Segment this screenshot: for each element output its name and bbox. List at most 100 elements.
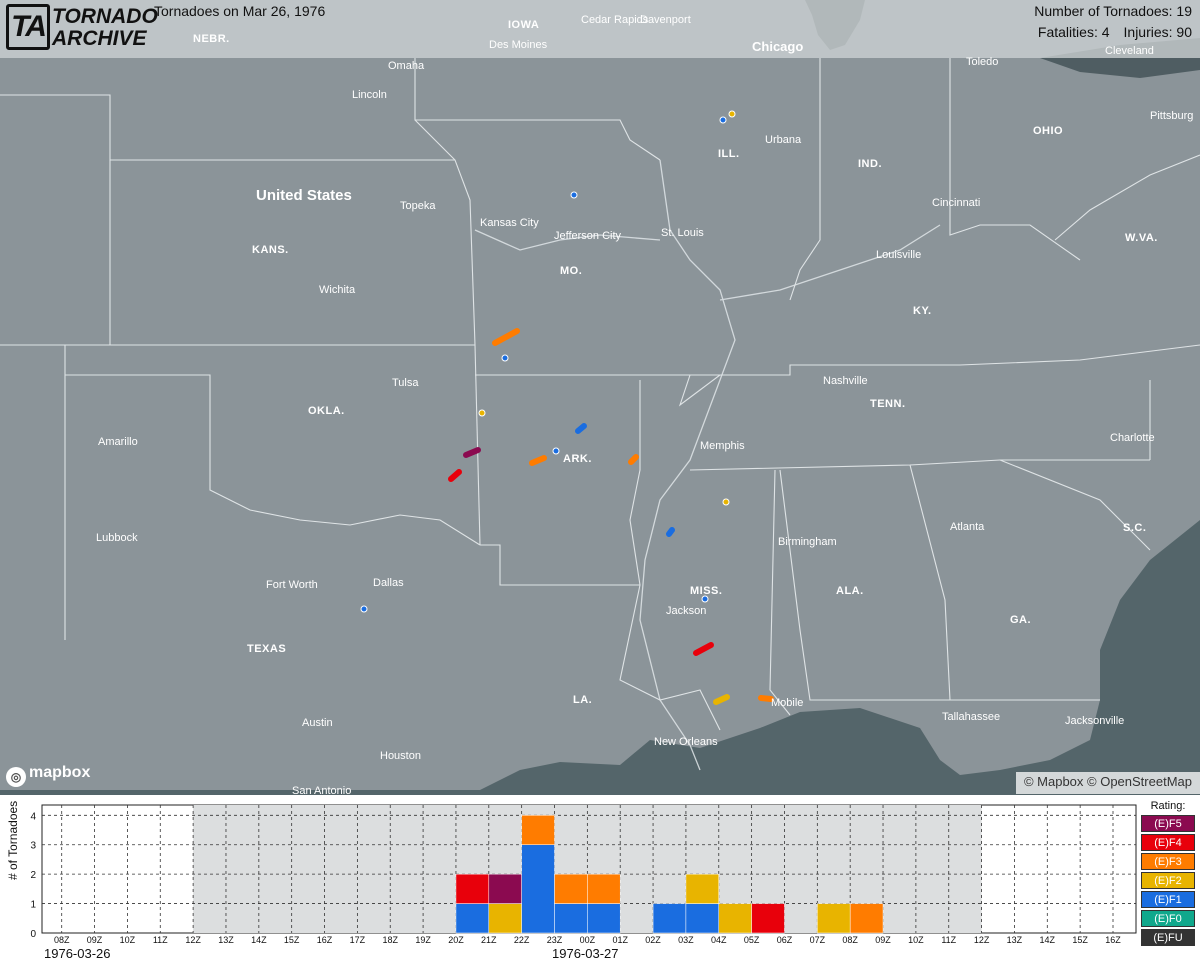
x-tick-label: 13Z [218,935,234,945]
x-tick-label: 14Z [1040,935,1056,945]
histogram-bar [455,903,490,934]
city-label: Cedar Rapids [581,14,649,26]
y-tick-label: 2 [30,870,36,881]
x-tick-label: 01Z [612,935,628,945]
tornado-archive-logo[interactable]: TA TORNADO ARCHIVE [6,4,158,52]
x-tick-label: 14Z [251,935,267,945]
city-label: Pittsburg [1150,110,1194,122]
histogram-bar [521,815,555,845]
city-label: Jefferson City [554,230,622,242]
x-tick-label: 17Z [350,935,366,945]
x-tick-label: 03Z [678,935,694,945]
map-basemap[interactable] [0,0,1200,795]
legend-item: (E)F4 [1141,834,1195,851]
city-label: Topeka [400,200,436,212]
city-label: Fort Worth [266,579,318,591]
histogram-bar [455,873,490,904]
city-label: New Orleans [654,736,718,748]
x-tick-label: 15Z [1072,935,1088,945]
mapbox-icon: ◎ [6,767,26,787]
x-tick-label: 21Z [481,935,497,945]
x-tick-label: 06Z [777,935,793,945]
state-label: MISS. [690,585,723,597]
x-tick-label: 07Z [810,935,826,945]
city-label: Tulsa [392,377,419,389]
histogram-svg: 0 1 2 3 4 08Z 09Z 10Z 11Z 12Z 13Z 14Z 15Z 16Z 17Z 18Z 19… [30,804,1137,945]
x-tick-label: 11Z [153,935,168,945]
legend-title: Rating: [1150,800,1186,812]
x-tick-label: 18Z [382,935,398,945]
map-title: Tornadoes on Mar 26, 1976 [154,3,326,19]
state-label: IOWA [508,19,540,31]
map-panel[interactable]: TA TORNADO ARCHIVE Tornadoes on Mar 26, … [0,0,1200,795]
country-label: United States [256,187,352,204]
histogram-bar [587,873,621,904]
legend-item: (E)F0 [1141,910,1195,927]
city-label: Atlanta [950,521,985,533]
state-label: LA. [573,694,593,706]
legend-item: (E)FU [1141,929,1195,946]
x-tick-label: 12Z [185,935,201,945]
mapbox-logo[interactable]: ◎ mapbox [6,764,90,787]
histogram-bar [521,844,555,934]
histogram-bar [652,903,687,934]
city-label: Kansas City [480,217,539,229]
state-label: OHIO [1033,125,1064,137]
x-tick-label: 15Z [284,935,300,945]
histogram-bar [587,903,621,934]
x-tick-label: 09Z [875,935,891,945]
city-label: San Antonio [292,785,352,795]
logo-line-2: ARCHIVE [52,27,147,50]
state-label: OKLA. [308,405,345,417]
state-label: IND. [858,158,882,170]
header-band [0,0,1200,58]
city-label: Lincoln [352,89,387,101]
state-label: KY. [913,305,932,317]
city-label: Toledo [966,56,999,68]
city-label: Wichita [319,284,356,296]
injuries: Injuries: 90 [1123,24,1192,40]
city-label: St. Louis [661,227,704,239]
city-label: Chicago [752,39,804,54]
city-label: Charlotte [1110,432,1155,444]
city-label: Austin [302,717,333,729]
x-tick-label: 08Z [842,935,858,945]
city-label: Dallas [373,577,404,589]
gulf-water [0,520,1200,795]
histogram-bar [488,903,522,934]
x-tick-label: 10Z [120,935,136,945]
city-label: Mobile [771,697,804,709]
histogram-bar [685,903,720,934]
histogram-bar [488,873,522,904]
state-label: KANS. [252,244,289,256]
city-label: Omaha [388,60,425,72]
x-tick-label: 02Z [645,935,661,945]
tornado-count: Number of Tornadoes: 19 [1034,3,1192,19]
histogram-bar [554,873,588,904]
city-label: Cincinnati [932,197,981,209]
state-label: S.C. [1123,522,1147,534]
city-label: Urbana [765,134,802,146]
map-attribution[interactable]: © Mapbox © OpenStreetMap [1015,772,1200,794]
x-tick-label: 08Z [54,935,70,945]
mapbox-label: mapbox [29,764,91,781]
city-label: Amarillo [98,436,138,448]
city-label: Lubbock [96,532,138,544]
logo-mark: TA [6,4,50,50]
x-tick-label: 12Z [974,935,990,945]
x-tick-label: 16Z [1105,935,1121,945]
city-label: Tallahassee [942,711,1001,723]
logo-line-1: TORNADO [52,5,158,28]
date-label: 1976-03-27 [552,946,619,961]
state-label: ALA. [836,585,864,597]
y-tick-label: 3 [30,841,36,852]
histogram-bar [751,903,785,934]
y-tick-label: 0 [30,929,36,940]
state-label: ARK. [563,453,592,465]
x-tick-label: 16Z [317,935,333,945]
x-tick-label: 13Z [1007,935,1023,945]
histogram-bar [685,873,720,904]
legend-item: (E)F3 [1141,853,1195,870]
city-label: Jackson [666,605,707,617]
